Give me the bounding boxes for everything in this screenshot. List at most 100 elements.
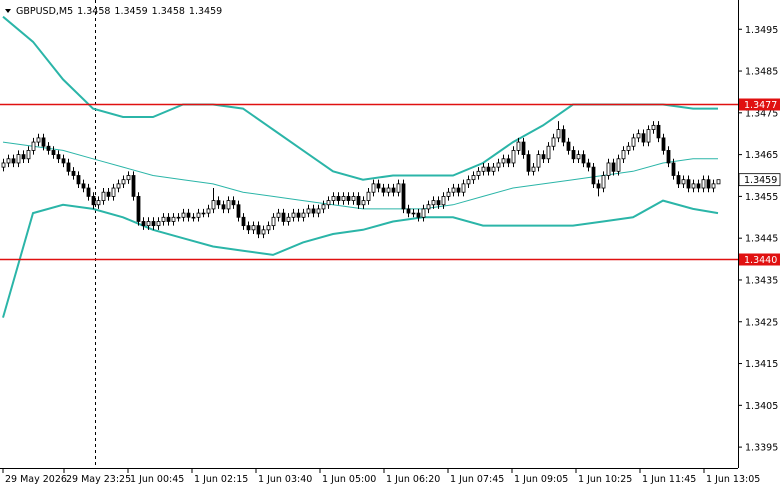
candle-body bbox=[21, 154, 26, 160]
candle-body bbox=[11, 158, 16, 164]
candle-body bbox=[31, 141, 36, 151]
candle-body bbox=[576, 154, 581, 160]
level-label: 1.3477 bbox=[744, 100, 777, 111]
candle-body bbox=[551, 137, 556, 147]
candle-body bbox=[361, 200, 366, 206]
candle-body bbox=[581, 154, 586, 164]
candle-body bbox=[246, 225, 251, 231]
menu-arrow[interactable] bbox=[5, 9, 11, 13]
candle-body bbox=[716, 179, 721, 185]
candle-body bbox=[51, 150, 56, 156]
candle-body bbox=[546, 145, 551, 160]
candle-body bbox=[391, 187, 396, 193]
header-value: 1.3458 bbox=[152, 6, 185, 17]
y-tick-label: 1.3485 bbox=[745, 67, 778, 78]
candle-body bbox=[76, 175, 81, 185]
candle-body bbox=[191, 216, 196, 219]
candle-body bbox=[416, 212, 421, 218]
header: GBPUSD,M5 1.3458 1.3459 1.3458 1.3459 bbox=[16, 6, 222, 17]
candle-body bbox=[681, 179, 686, 185]
candle-body bbox=[111, 187, 116, 197]
last-price-label: 1.3459 bbox=[744, 175, 777, 186]
candle-body bbox=[441, 195, 446, 206]
candle-body bbox=[631, 137, 636, 147]
x-tick-label: 1 Jun 00:45 bbox=[130, 474, 184, 485]
bollinger-band bbox=[2, 199, 719, 318]
candle-body bbox=[106, 191, 111, 197]
candle-body bbox=[706, 179, 711, 189]
candle-body bbox=[131, 175, 136, 197]
y-tick-label: 1.3445 bbox=[745, 234, 778, 245]
candle-body bbox=[561, 129, 566, 143]
candle-body bbox=[621, 150, 626, 160]
candle-body bbox=[521, 141, 526, 156]
candle-body bbox=[476, 170, 481, 176]
candle-body bbox=[291, 212, 296, 218]
y-tick-label: 1.3415 bbox=[745, 359, 778, 370]
candle-body bbox=[86, 187, 91, 197]
candle-body bbox=[386, 187, 391, 193]
candle-body bbox=[311, 208, 316, 214]
candle-body bbox=[161, 216, 166, 222]
candle-body bbox=[231, 200, 236, 206]
header-value: 1.3458 bbox=[77, 6, 110, 17]
candle-body bbox=[376, 183, 381, 189]
candle-body bbox=[636, 133, 641, 139]
candle-body bbox=[406, 208, 411, 214]
candle-body bbox=[211, 200, 216, 210]
candle-body bbox=[676, 175, 681, 185]
candle-body bbox=[506, 158, 511, 164]
candle-body bbox=[16, 154, 21, 164]
plot-area bbox=[0, 15, 738, 318]
candle-body bbox=[176, 216, 181, 219]
candle-body bbox=[171, 216, 176, 222]
candle-body bbox=[586, 162, 591, 168]
candle-body bbox=[431, 200, 436, 206]
y-tick-label: 1.3405 bbox=[745, 401, 778, 412]
y-tick-label: 1.3395 bbox=[745, 443, 778, 454]
candle-body bbox=[611, 162, 616, 172]
x-tick-label: 1 Jun 05:00 bbox=[322, 474, 376, 485]
candle-body bbox=[656, 124, 661, 139]
candle-body bbox=[336, 195, 341, 201]
symbol: GBPUSD,M5 bbox=[16, 6, 73, 17]
candle-body bbox=[401, 183, 406, 210]
x-tick-label: 1 Jun 07:45 bbox=[450, 474, 504, 485]
candle-body bbox=[201, 212, 206, 215]
candle-body bbox=[571, 150, 576, 160]
candle-body bbox=[526, 154, 531, 172]
candle-body bbox=[446, 191, 451, 197]
candle-body bbox=[251, 225, 256, 231]
candle-body bbox=[331, 195, 336, 201]
candle-body bbox=[196, 212, 201, 218]
y-tick-label: 1.3455 bbox=[745, 192, 778, 203]
candle-body bbox=[711, 183, 716, 189]
candle-body bbox=[341, 195, 346, 201]
candle-body bbox=[591, 166, 596, 185]
candle-body bbox=[276, 212, 281, 218]
candle-body bbox=[641, 133, 646, 143]
candle-body bbox=[116, 183, 121, 189]
x-tick-label: 1 Jun 02:15 bbox=[194, 474, 248, 485]
x-tick-label: 1 Jun 09:05 bbox=[514, 474, 568, 485]
candle-body bbox=[301, 212, 306, 218]
candle-body bbox=[156, 221, 161, 227]
y-tick-label: 1.3435 bbox=[745, 275, 778, 286]
candle-body bbox=[606, 162, 611, 176]
candle-body bbox=[421, 208, 426, 218]
candle-body bbox=[516, 141, 521, 151]
y-tick-label: 1.3475 bbox=[745, 108, 778, 119]
candle-body bbox=[456, 187, 461, 193]
candle-body bbox=[216, 200, 221, 206]
candle-body bbox=[346, 195, 351, 201]
candle-body bbox=[151, 221, 156, 227]
y-tick-label: 1.3425 bbox=[745, 317, 778, 328]
candle-body bbox=[126, 175, 131, 181]
header-value: 1.3459 bbox=[114, 6, 147, 17]
candle-body bbox=[261, 229, 266, 235]
candle-body bbox=[601, 175, 606, 189]
candle-body bbox=[1, 162, 6, 168]
candle-body bbox=[166, 216, 171, 222]
x-tick-label: 29 May 2026 bbox=[5, 474, 67, 485]
